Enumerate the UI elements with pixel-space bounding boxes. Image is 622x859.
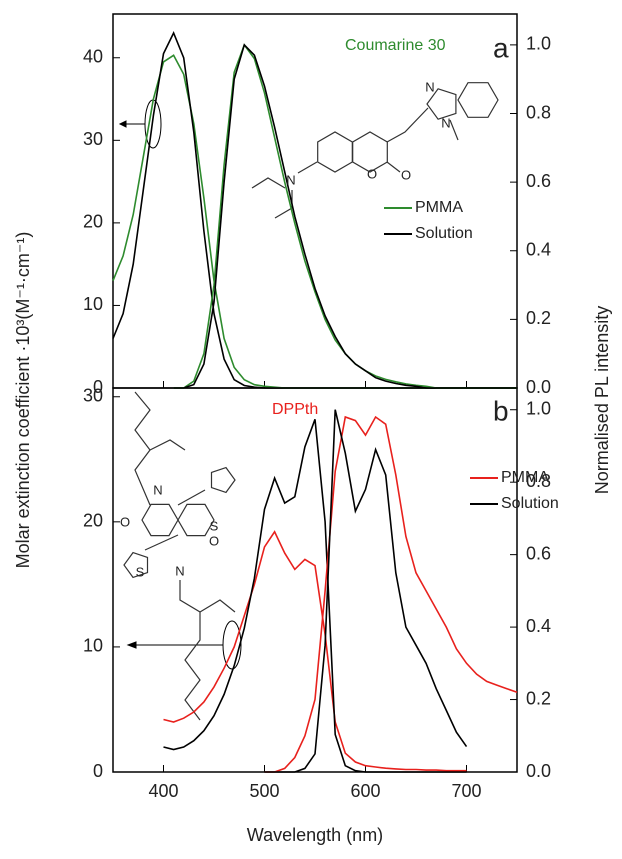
- legend-label: PMMA: [501, 469, 549, 486]
- x-tick-label: 600: [350, 781, 380, 801]
- data-line: [163, 530, 467, 772]
- y2-tick-label: 0.8: [526, 102, 551, 122]
- annotation: DPPth: [272, 401, 318, 418]
- atom-label: N: [175, 563, 184, 578]
- y-axis-title: Molar extinction coefficient ·10³(M⁻¹·cm…: [13, 232, 33, 569]
- y-tick-label: 0: [93, 377, 103, 397]
- atom-label: O: [120, 514, 130, 529]
- atom-label: N: [425, 79, 434, 94]
- bond: [149, 439, 186, 451]
- y-tick-label: 20: [83, 212, 103, 232]
- y2-tick-label: 0.4: [526, 616, 551, 636]
- bond: [386, 107, 429, 143]
- panel-b-frame: [112, 387, 518, 773]
- y2-tick-label: 1.0: [526, 398, 551, 418]
- y2-tick-label: 0.0: [526, 377, 551, 397]
- y2-tick-label: 0.6: [526, 171, 551, 191]
- ring: [317, 131, 353, 173]
- y2-tick-label: 0.2: [526, 688, 551, 708]
- arrowhead: [118, 120, 127, 128]
- molecule-structures: [123, 82, 499, 721]
- y2-axis-title: Normalised PL intensity: [592, 306, 612, 494]
- data-line: [173, 43, 517, 389]
- atom-label: N: [286, 172, 295, 187]
- y2-tick-label: 1.0: [526, 34, 551, 54]
- bond: [144, 534, 179, 551]
- atom-label: S: [210, 518, 219, 533]
- y2-tick-label: 0.6: [526, 543, 551, 563]
- bond: [177, 489, 206, 506]
- y2-tick-label: 0.0: [526, 761, 551, 781]
- atom-label: O: [209, 533, 219, 548]
- bond: [386, 161, 401, 173]
- data-line: [264, 415, 518, 773]
- y2-tick-label: 0.2: [526, 308, 551, 328]
- data-line: [264, 409, 468, 773]
- ring: [177, 503, 215, 537]
- y-tick-label: 0: [93, 761, 103, 781]
- legend-label: Solution: [415, 225, 473, 242]
- x-tick-label: 500: [249, 781, 279, 801]
- bond: [449, 119, 459, 141]
- y2-tick-label: 0.4: [526, 240, 551, 260]
- x-axis-title: Wavelength (nm): [247, 825, 383, 845]
- bond: [297, 161, 318, 174]
- y-tick-label: 10: [83, 636, 103, 656]
- bond: [251, 177, 286, 189]
- atom-label: S: [136, 564, 145, 579]
- bond: [134, 391, 151, 506]
- y2-tick-label: 0.8: [526, 471, 551, 491]
- atom-label: O: [367, 166, 377, 181]
- x-tick-label: 400: [148, 781, 178, 801]
- ring: [210, 466, 236, 494]
- atom-label: N: [441, 115, 450, 130]
- y-tick-label: 10: [83, 294, 103, 314]
- data-line: [163, 419, 467, 773]
- bond: [199, 599, 236, 613]
- annotation: Coumarine 30: [345, 37, 446, 54]
- y-tick-label: 30: [83, 129, 103, 149]
- atom-label: N: [153, 482, 162, 497]
- x-tick-label: 700: [451, 781, 481, 801]
- arrowhead: [126, 641, 137, 649]
- ring: [426, 88, 457, 120]
- legend-label: Solution: [501, 495, 559, 512]
- data-line: [173, 43, 517, 389]
- y-tick-label: 40: [83, 47, 103, 67]
- panel-label: a: [493, 32, 509, 63]
- y-tick-label: 20: [83, 511, 103, 531]
- ellipse: [222, 620, 242, 670]
- ring: [141, 503, 179, 537]
- bond: [179, 580, 201, 721]
- ring: [123, 551, 149, 579]
- y-tick-label: 30: [83, 386, 103, 406]
- panel-label: b: [493, 395, 509, 426]
- ring: [457, 82, 499, 118]
- bond: [274, 190, 293, 219]
- atom-label: O: [401, 167, 411, 182]
- legend-label: PMMA: [415, 199, 463, 216]
